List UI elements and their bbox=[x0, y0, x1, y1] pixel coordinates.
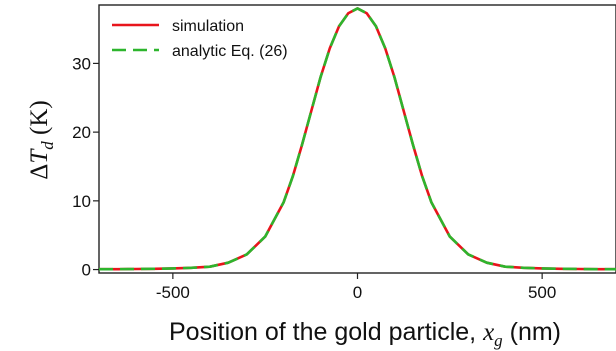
legend-label-analytic: analytic Eq. (26) bbox=[172, 43, 288, 60]
x-axis-label-prefix: Position of the gold particle, bbox=[169, 318, 483, 346]
axes: -500 0 500 0 10 20 30 bbox=[72, 54, 556, 302]
x-axis-label-var: x bbox=[482, 319, 494, 346]
y-axis-label-sub: d bbox=[38, 141, 57, 150]
plot-frame bbox=[98, 4, 616, 274]
x-axis-label-suffix: (nm) bbox=[503, 318, 561, 346]
series-layer bbox=[98, 7, 616, 271]
y-axis-label-var: T bbox=[26, 148, 53, 164]
y-axis-label-delta: Δ bbox=[26, 164, 53, 180]
y-axis-label: ΔTd (K) bbox=[26, 100, 57, 179]
y-tick-label: 30 bbox=[72, 54, 91, 73]
series-line-analytic bbox=[98, 7, 616, 271]
y-axis-label-suffix: (K) bbox=[26, 100, 53, 141]
legend-label-simulation: simulation bbox=[172, 18, 244, 35]
y-tick-label: 0 bbox=[82, 261, 91, 280]
y-tick-label: 10 bbox=[72, 192, 91, 211]
y-tick-label: 20 bbox=[72, 123, 91, 142]
x-tick-label: -500 bbox=[156, 283, 190, 302]
x-axis-label-sub: g bbox=[494, 331, 503, 350]
x-tick-label: 500 bbox=[528, 283, 556, 302]
legend: simulation analytic Eq. (26) bbox=[112, 18, 288, 60]
x-tick-label: 0 bbox=[353, 283, 362, 302]
x-axis-label: Position of the gold particle, xg (nm) bbox=[169, 318, 561, 350]
